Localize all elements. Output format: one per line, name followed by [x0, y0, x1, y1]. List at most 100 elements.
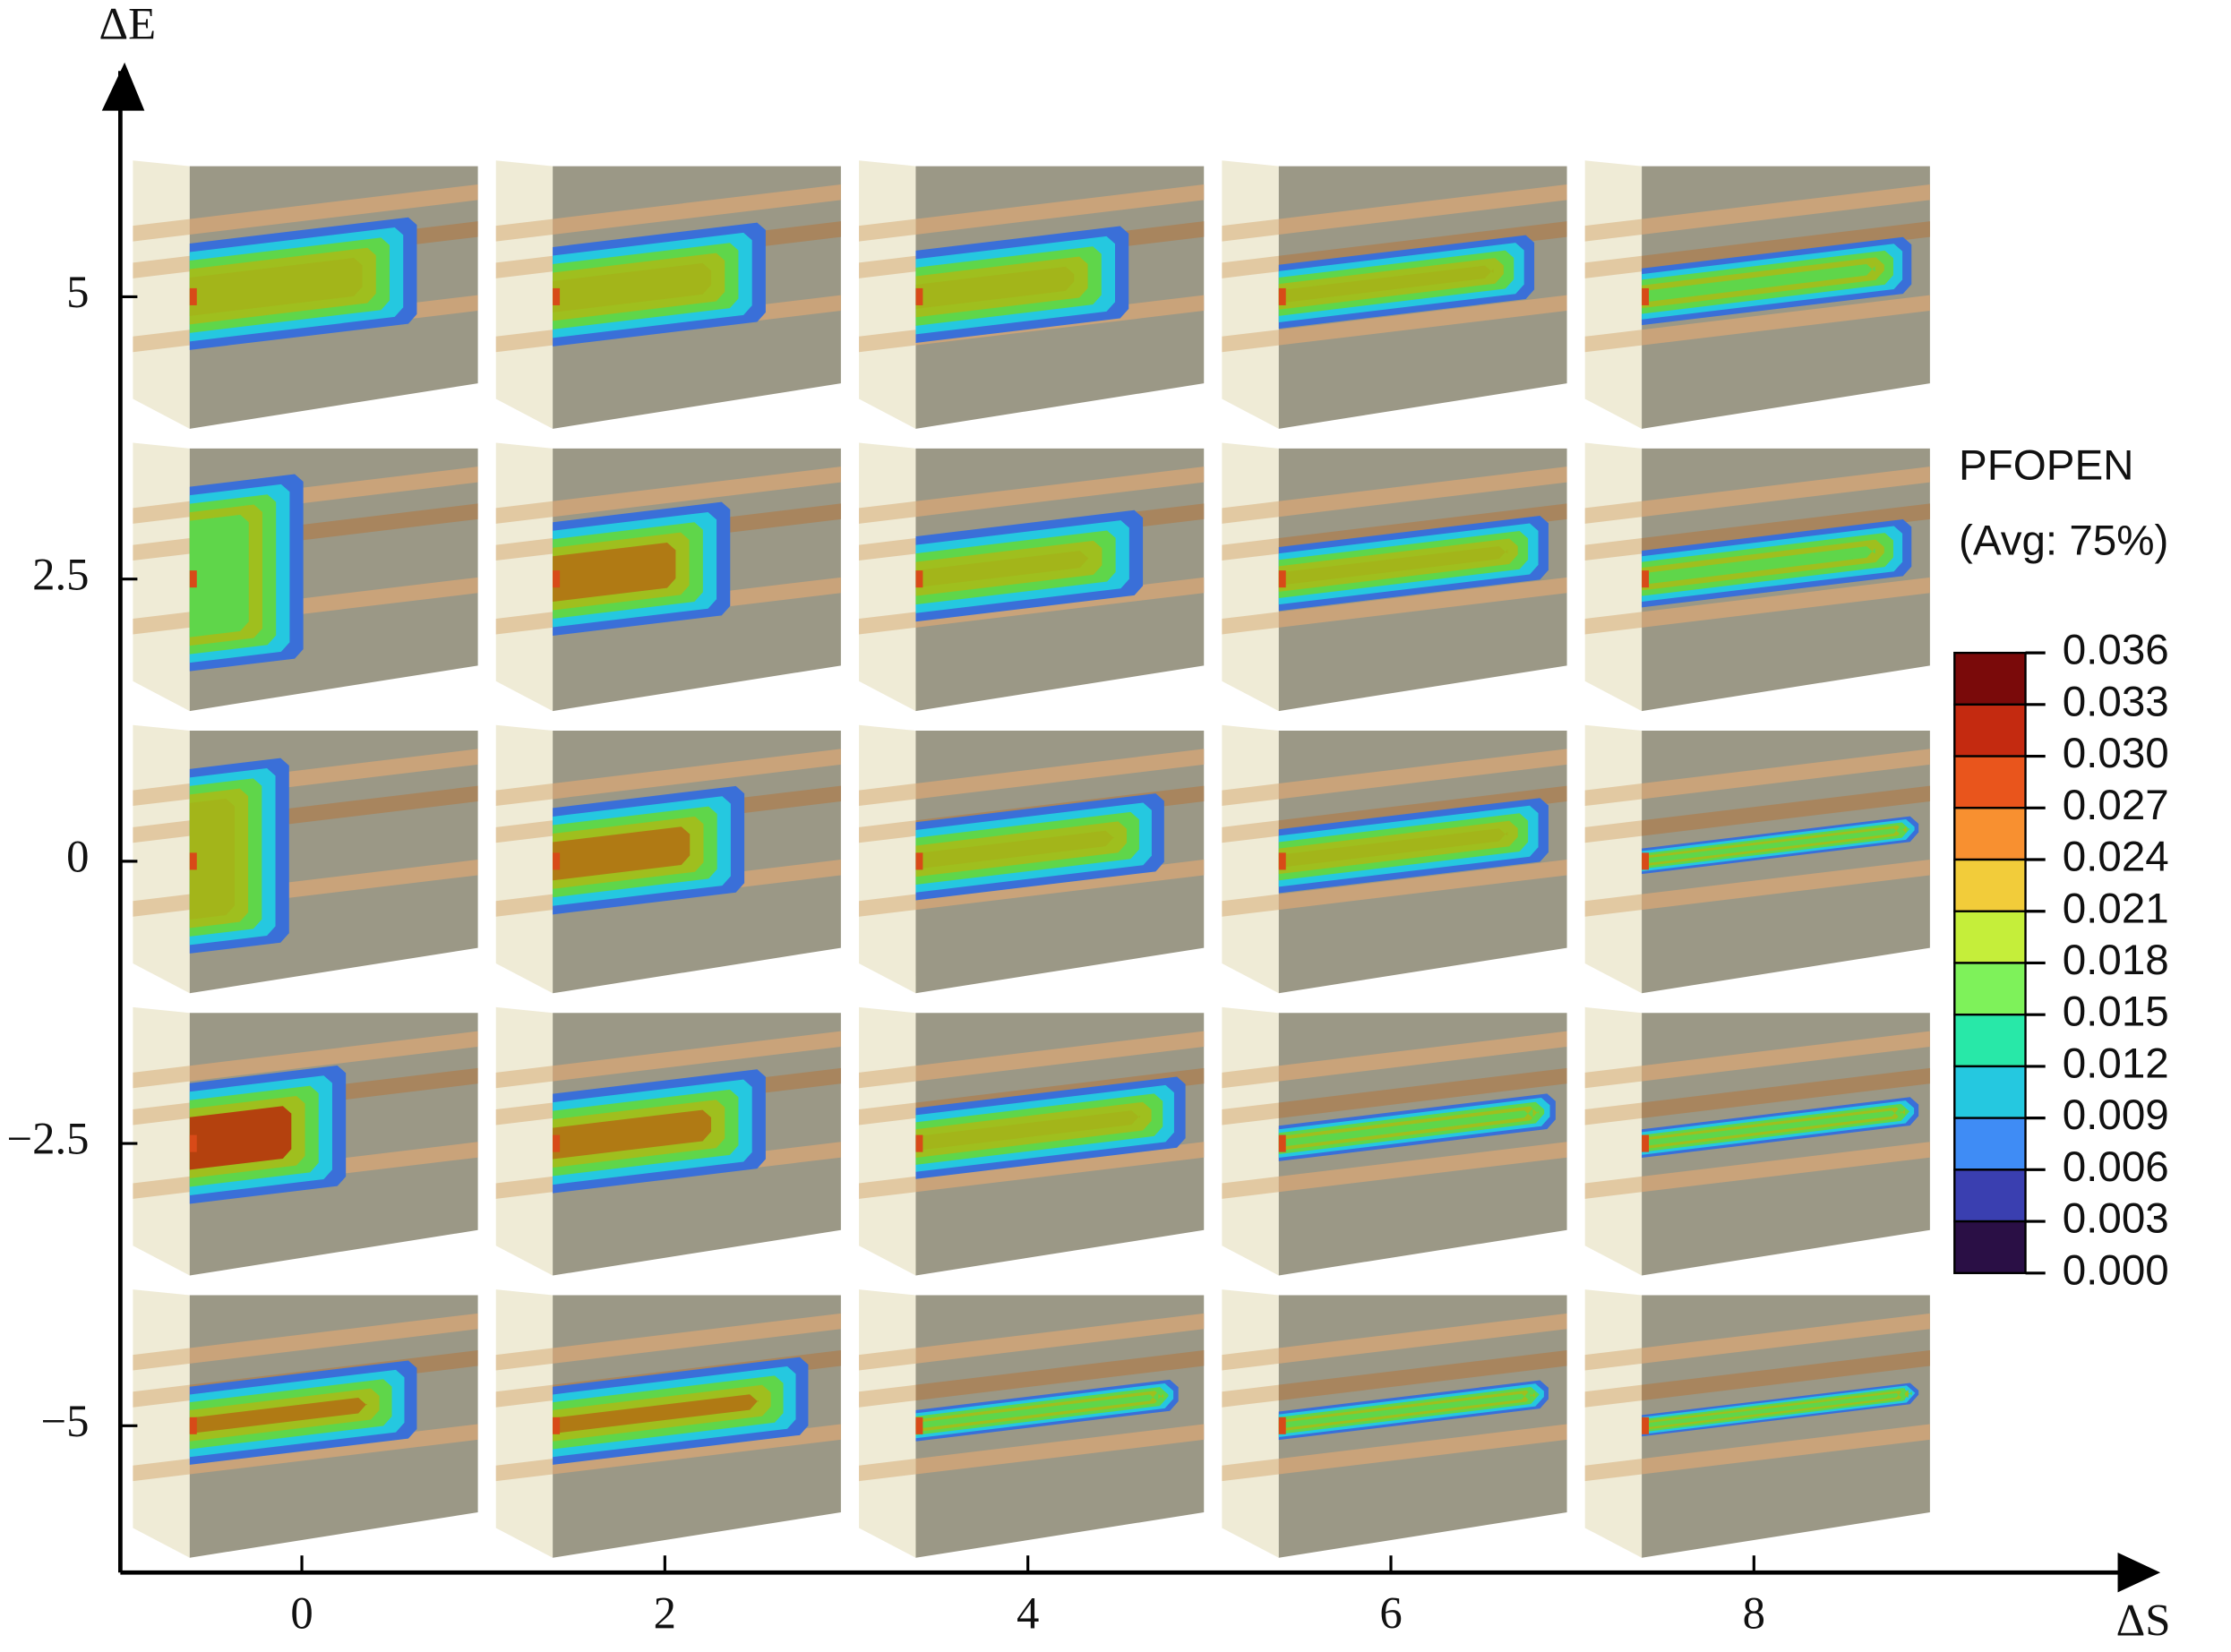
injection-point — [1642, 1417, 1650, 1434]
layer-band — [1584, 1176, 1643, 1199]
y-tick-label: −2.5 — [6, 1114, 89, 1164]
layer-band — [1278, 184, 1567, 235]
fracture-contour — [189, 1398, 367, 1434]
colorbar-swatch — [1953, 858, 2027, 912]
injection-point — [1642, 570, 1650, 588]
layer-band — [1278, 1424, 1567, 1475]
colorbar-tick-label: 0.027 — [2063, 782, 2169, 829]
fracture-contour — [915, 1391, 1159, 1429]
layer-band — [859, 612, 916, 635]
x-tick-label: 6 — [1379, 1588, 1402, 1639]
layer-band — [915, 1350, 1205, 1401]
colorbar-tick-label: 0.000 — [2063, 1246, 2169, 1294]
injection-point — [915, 570, 923, 588]
block-side — [1222, 1289, 1279, 1558]
layer-band — [859, 1102, 916, 1126]
injection-point — [189, 1134, 197, 1152]
layer-band — [1642, 466, 1930, 518]
layer-band — [1222, 783, 1279, 807]
x-tick-label: 8 — [1743, 1588, 1765, 1639]
block-side — [495, 160, 553, 429]
layer-band — [495, 1384, 553, 1408]
layer-band — [1222, 612, 1279, 635]
injection-point — [915, 1134, 923, 1152]
fracture-contour — [553, 262, 712, 312]
layer-band — [915, 184, 1205, 235]
layer-band — [133, 1102, 190, 1126]
injection-point — [553, 1134, 561, 1152]
colorbar-tick-label: 0.009 — [2063, 1091, 2169, 1139]
block-side — [133, 160, 190, 429]
layer-band — [1222, 1459, 1279, 1482]
layer-band — [133, 1176, 190, 1199]
colorbar-tick-label: 0.018 — [2063, 937, 2169, 984]
layer-band — [859, 783, 916, 807]
layer-band — [859, 1459, 916, 1482]
fracture-contour — [553, 1394, 759, 1434]
layer-band — [1584, 1384, 1643, 1408]
layer-band — [1222, 820, 1279, 843]
fracture-contour — [915, 830, 1115, 869]
injection-point — [189, 852, 197, 870]
layer-band — [1642, 221, 1930, 272]
block-side — [133, 442, 190, 712]
block-side — [859, 442, 916, 712]
layer-band — [1642, 1031, 1930, 1082]
layer-band — [1222, 894, 1279, 917]
layer-band — [1222, 1384, 1279, 1408]
y-arrow — [101, 62, 145, 111]
layer-band — [495, 501, 553, 524]
fracture-contour — [1278, 1390, 1531, 1429]
layer-band — [1278, 577, 1567, 628]
y-tick-label: 0 — [66, 832, 89, 882]
colorbar-tick-label: 0.012 — [2063, 1040, 2169, 1087]
block-side — [1584, 1006, 1643, 1276]
fracture-contour — [1278, 1108, 1533, 1148]
layer-band — [495, 894, 553, 917]
block-side — [1584, 724, 1643, 994]
layer-band — [1584, 538, 1643, 561]
injection-point — [915, 852, 923, 870]
layer-band — [133, 1459, 190, 1482]
layer-band — [1584, 820, 1643, 843]
layer-band — [1642, 1424, 1930, 1475]
colorbar-tick-label: 0.015 — [2063, 989, 2169, 1036]
layer-band — [495, 1066, 553, 1089]
layer-band — [1584, 218, 1643, 242]
injection-point — [553, 570, 561, 588]
layer-band — [1642, 1350, 1930, 1401]
fracture-contour — [1642, 263, 1875, 303]
colorbar-swatch — [1953, 807, 2027, 861]
layer-band — [1222, 538, 1279, 561]
colorbar-tick-label: 0.030 — [2063, 730, 2169, 777]
colorbar-tick-label: 0.036 — [2063, 627, 2169, 674]
injection-point — [1278, 1134, 1286, 1152]
layer-band — [915, 1313, 1205, 1364]
layer-band — [1584, 783, 1643, 807]
layer-band — [1642, 1142, 1930, 1193]
injection-point — [553, 852, 561, 870]
injection-point — [1642, 852, 1650, 870]
layer-band — [1642, 1067, 1930, 1118]
layer-band — [133, 330, 190, 353]
layer-band — [1222, 330, 1279, 353]
layer-band — [859, 1384, 916, 1408]
injection-point — [1642, 287, 1650, 305]
layer-band — [859, 255, 916, 278]
colorbar-swatch — [1953, 1013, 2027, 1068]
layer-band — [133, 1348, 190, 1371]
layer-band — [495, 612, 553, 635]
layer-band — [133, 1066, 190, 1089]
layer-band — [495, 330, 553, 353]
layer-band — [553, 1313, 841, 1364]
colorbar-swatch — [1953, 1117, 2027, 1171]
layer-band — [1584, 330, 1643, 353]
layer-band — [1584, 1066, 1643, 1089]
block-side — [495, 1006, 553, 1276]
injection-point — [189, 1417, 197, 1434]
layer-band — [495, 538, 553, 561]
layer-band — [1278, 749, 1567, 800]
x-tick-label: 4 — [1017, 1588, 1039, 1639]
